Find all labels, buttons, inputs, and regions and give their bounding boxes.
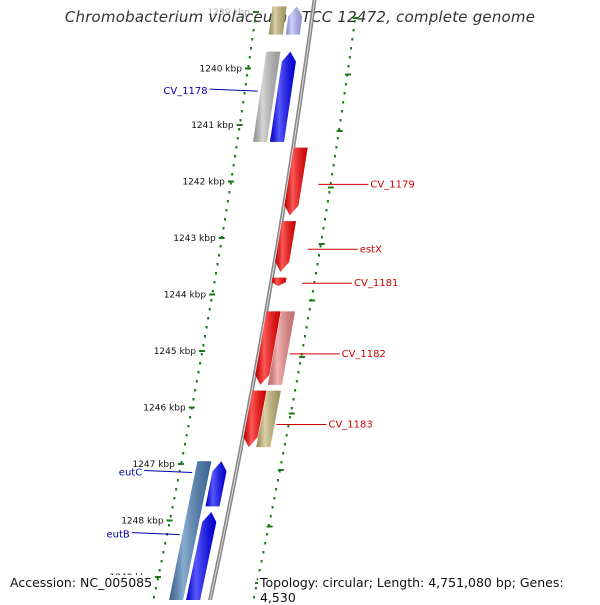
scale-tick-label: 1242 kbp — [182, 178, 225, 188]
gene-feature-shade — [270, 51, 296, 142]
gene-feature-shade — [275, 221, 296, 272]
gene-label-cv_1181[interactable]: CV_1181 — [354, 278, 398, 289]
scale-tick-label: 1247 kbp — [132, 460, 175, 470]
scale-tick-label: 1244 kbp — [164, 291, 207, 301]
gene-feature-shade — [255, 311, 281, 385]
gene-label-cv_1179[interactable]: CV_1179 — [370, 179, 414, 190]
feature-layer — [169, 6, 308, 600]
gene-feature-shade — [267, 311, 296, 385]
gene-feature-shade — [285, 6, 303, 35]
gene-feature-shade — [243, 390, 267, 448]
gene-label-cv_1182[interactable]: CV_1182 — [342, 349, 386, 360]
gene-label-eutc[interactable]: eutC — [119, 467, 142, 478]
gene-feature-shade — [256, 390, 281, 448]
scale-tick-label: 1243 kbp — [173, 234, 216, 244]
gene-label-eutb[interactable]: eutB — [106, 530, 129, 541]
gene-feature-shade — [253, 51, 281, 142]
gene-feature-shade — [205, 461, 227, 507]
gene-leader-line — [209, 88, 258, 92]
gene-leader-line — [131, 532, 180, 536]
genome-summary-text: Topology: circular; Length: 4,751,080 bp… — [258, 575, 600, 605]
gene-label-cv_1183[interactable]: CV_1183 — [328, 419, 372, 430]
label-layer: CV_1178 CV_1179 estX CV_1181 CV_1182 CV_1183e… — [106, 86, 414, 541]
gene-feature-shade — [268, 6, 287, 35]
backbone-layer — [208, 0, 317, 600]
scale-tick-label: 1248 kbp — [121, 517, 164, 527]
gene-feature-shade — [169, 461, 212, 600]
tick-layer: 1239 kbp 1240 kbp 1241 kbp 1242 kbp 1243 kbp… — [110, 8, 359, 599]
gene-feature-shade — [284, 147, 308, 216]
scale-tick-label: 1241 kbp — [191, 121, 234, 131]
gene-label-cv_1178[interactable]: CV_1178 — [163, 86, 207, 97]
accession-text: Accession: NC_005085 — [8, 575, 155, 590]
gene-feature-shade — [271, 277, 287, 286]
scale-tick-label: 1239 kbp — [207, 8, 250, 18]
scale-tick-label: 1246 kbp — [143, 404, 186, 414]
scale-tick-label: 1240 kbp — [200, 65, 243, 75]
gene-label-estx[interactable]: estX — [360, 244, 382, 255]
gene-feature-shade — [186, 512, 217, 600]
gene-leader-line — [144, 469, 193, 473]
scale-tick-label: 1245 kbp — [154, 347, 197, 357]
